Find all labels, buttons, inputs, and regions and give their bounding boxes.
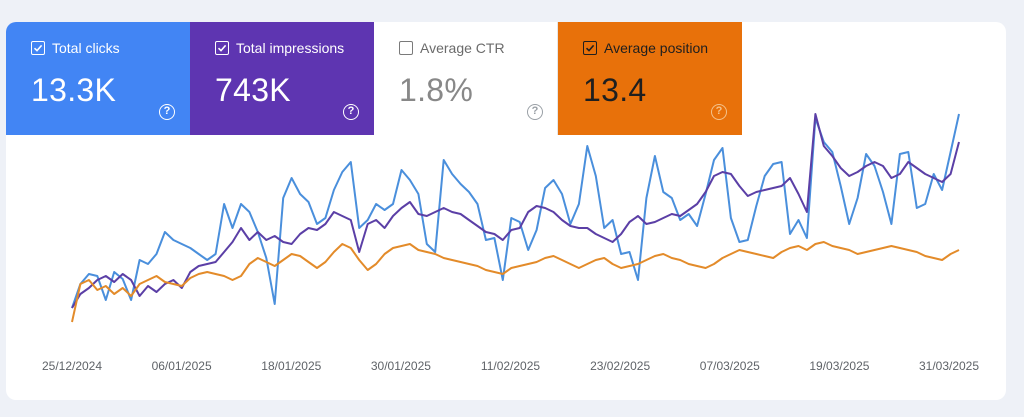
metric-label: Average position	[604, 40, 709, 56]
metric-value: 13.4	[583, 72, 647, 108]
checkbox-unchecked-icon[interactable]	[399, 41, 413, 55]
metric-label: Total clicks	[52, 40, 120, 56]
performance-line-chart: 25/12/2024 06/01/2025 18/01/2025 30/01/2025…	[42, 113, 979, 373]
metric-value: 743K	[215, 72, 291, 108]
metric-card-average-position[interactable]: Average position 13.4 ?	[558, 22, 742, 135]
x-tick-label: 30/01/2025	[371, 359, 431, 373]
metric-label: Total impressions	[236, 40, 345, 56]
x-tick-label: 31/03/2025	[919, 359, 979, 373]
question-circle-icon[interactable]: ?	[159, 104, 175, 120]
question-circle-icon[interactable]: ?	[527, 104, 543, 120]
metric-value: 1.8%	[399, 72, 474, 108]
x-tick-label: 23/02/2025	[590, 359, 650, 373]
metric-cards: Total clicks 13.3K ? Total impressions 7…	[6, 22, 742, 135]
metric-card-total-impressions[interactable]: Total impressions 743K ?	[190, 22, 374, 135]
series-line-clicks	[71, 113, 960, 309]
x-tick-label: 19/03/2025	[809, 359, 869, 373]
question-circle-icon[interactable]: ?	[711, 104, 727, 120]
x-tick-label: 11/02/2025	[481, 359, 540, 373]
series-line-position	[71, 241, 960, 323]
checkbox-checked-icon[interactable]	[215, 41, 229, 55]
x-tick-label: 18/01/2025	[261, 359, 321, 373]
series-line-impressions	[71, 113, 960, 309]
x-tick-label: 07/03/2025	[700, 359, 760, 373]
metric-value: 13.3K	[31, 72, 117, 108]
x-tick-label: 06/01/2025	[152, 359, 212, 373]
checkbox-checked-icon[interactable]	[583, 41, 597, 55]
performance-panel: Total clicks 13.3K ? Total impressions 7…	[6, 22, 1006, 400]
metric-card-average-ctr[interactable]: Average CTR 1.8% ?	[374, 22, 558, 135]
metric-label: Average CTR	[420, 40, 505, 56]
checkbox-checked-icon[interactable]	[31, 41, 45, 55]
x-tick-label: 25/12/2024	[42, 359, 102, 373]
metric-card-total-clicks[interactable]: Total clicks 13.3K ?	[6, 22, 190, 135]
question-circle-icon[interactable]: ?	[343, 104, 359, 120]
